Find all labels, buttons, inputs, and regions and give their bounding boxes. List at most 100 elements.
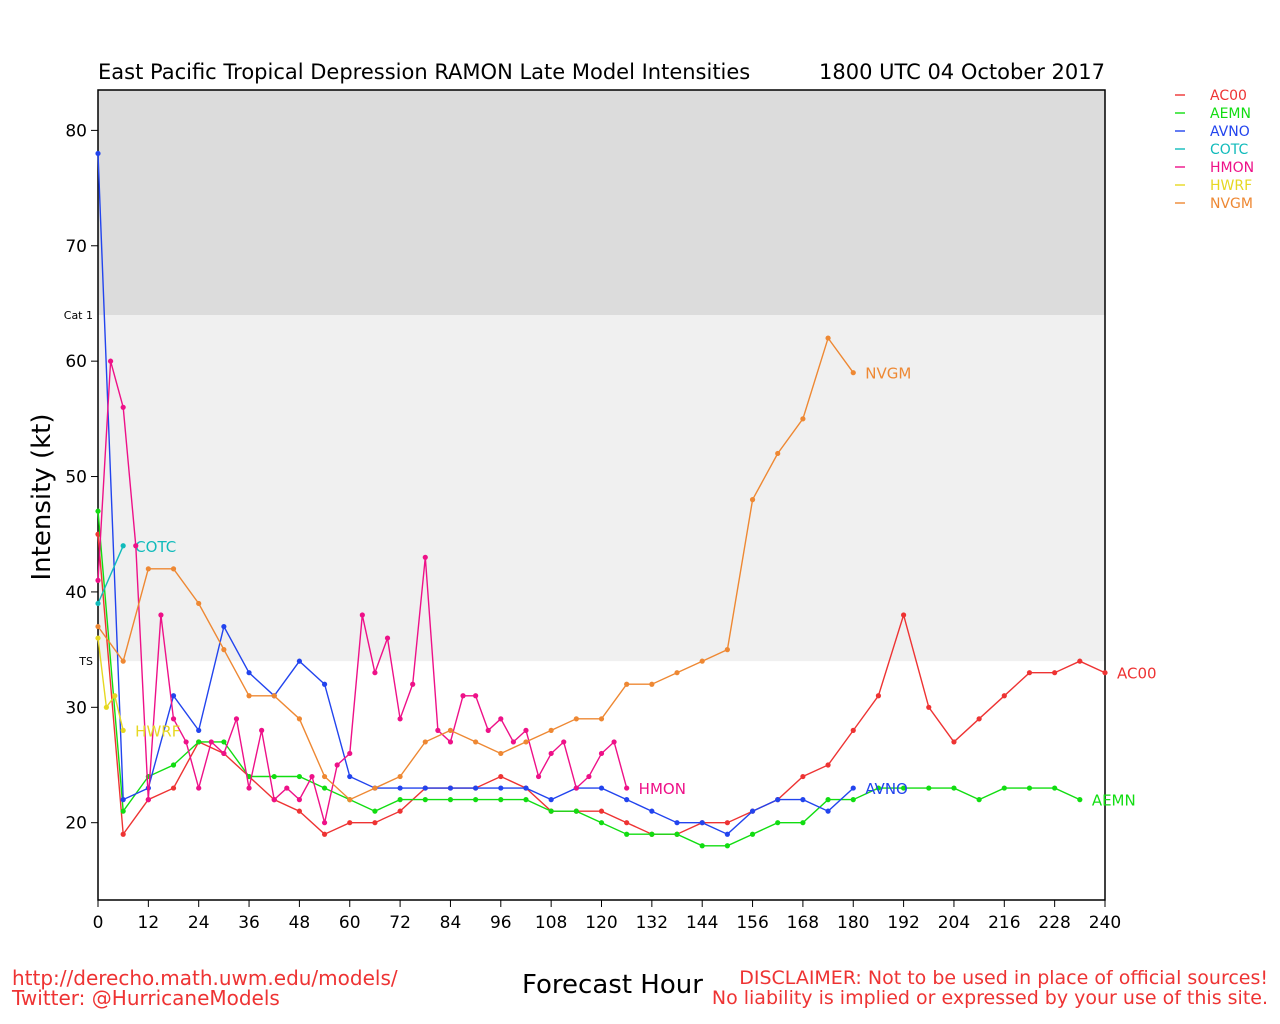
data-point xyxy=(573,785,579,791)
chart-title: East Pacific Tropical Depression RAMON L… xyxy=(98,60,750,84)
data-point xyxy=(196,727,202,733)
y-axis-label: Intensity (kt) xyxy=(27,414,57,581)
data-point xyxy=(359,612,365,618)
legend-item-aemn: AEMN xyxy=(1175,106,1251,122)
data-point xyxy=(246,670,252,676)
data-point xyxy=(208,739,214,745)
series-end-label: NVGM xyxy=(865,365,911,383)
data-point xyxy=(397,716,403,722)
data-point xyxy=(573,716,579,722)
data-point xyxy=(951,739,957,745)
data-point xyxy=(624,785,630,791)
data-point xyxy=(112,693,118,699)
disclaimer-line-1: DISCLAIMER: Not to be used in place of o… xyxy=(739,967,1268,989)
data-point xyxy=(422,739,428,745)
data-point xyxy=(1001,785,1007,791)
data-point xyxy=(422,554,428,560)
legend-label: HMON xyxy=(1210,160,1254,176)
data-point xyxy=(901,785,907,791)
data-point xyxy=(875,693,882,699)
x-tick-label: 48 xyxy=(289,913,311,933)
data-point xyxy=(498,785,504,791)
data-point xyxy=(901,612,907,618)
band-1 xyxy=(98,315,1105,662)
data-point xyxy=(1052,785,1058,791)
data-point xyxy=(561,739,567,745)
data-point xyxy=(1026,670,1033,676)
legend-label: HWRF xyxy=(1210,178,1252,194)
data-point xyxy=(548,797,554,803)
y-tick-label: 60 xyxy=(65,352,87,372)
series-end-label: AC00 xyxy=(1117,665,1157,683)
data-point xyxy=(674,670,680,676)
x-tick-label: 192 xyxy=(887,913,919,933)
data-point xyxy=(749,497,756,503)
data-point xyxy=(775,820,781,826)
x-tick-label: 84 xyxy=(440,913,462,933)
data-point xyxy=(674,820,680,826)
data-point xyxy=(473,797,479,803)
data-point xyxy=(397,808,403,814)
data-point xyxy=(196,739,202,745)
data-point xyxy=(825,797,831,803)
series-cotc: COTC xyxy=(95,538,176,607)
data-point xyxy=(498,716,504,722)
data-point xyxy=(598,716,605,722)
data-point xyxy=(435,727,441,733)
legend-item-avno: AVNO xyxy=(1175,124,1250,140)
data-point xyxy=(372,670,378,676)
data-point xyxy=(233,716,240,722)
data-point xyxy=(397,785,403,791)
data-point xyxy=(1077,658,1083,664)
data-point xyxy=(611,739,617,745)
data-point xyxy=(296,773,302,780)
data-point xyxy=(95,623,101,630)
data-point xyxy=(699,658,705,664)
data-point xyxy=(384,635,391,641)
x-tick-label: 36 xyxy=(238,913,260,933)
data-point xyxy=(598,808,605,814)
series-end-label: COTC xyxy=(135,538,176,556)
data-point xyxy=(422,797,428,803)
data-point xyxy=(624,820,630,826)
data-point xyxy=(271,797,277,803)
series-line xyxy=(97,638,124,731)
footer-url[interactable]: http://derecho.math.uwm.edu/models/ xyxy=(12,966,398,990)
x-tick-label: 120 xyxy=(585,913,617,933)
data-point xyxy=(347,773,353,780)
data-point xyxy=(850,797,856,803)
data-point xyxy=(347,797,353,803)
disclaimer-line-2: No liability is implied or expressed by … xyxy=(711,987,1268,1009)
data-point xyxy=(976,716,982,722)
data-point xyxy=(372,785,378,791)
data-point xyxy=(573,808,579,814)
data-point xyxy=(473,785,479,791)
data-point xyxy=(800,820,806,826)
data-point xyxy=(221,647,227,653)
chart-subtitle: 1800 UTC 04 October 2017 xyxy=(819,60,1105,84)
data-point xyxy=(95,577,101,583)
data-point xyxy=(309,773,315,780)
data-point xyxy=(699,820,705,826)
data-point xyxy=(724,831,730,837)
x-tick-label: 228 xyxy=(1038,913,1070,933)
data-point xyxy=(548,808,554,814)
data-point xyxy=(447,739,454,745)
band-label: Cat 1 xyxy=(64,309,93,322)
data-point xyxy=(196,600,202,607)
data-point xyxy=(473,739,479,745)
data-point xyxy=(422,785,428,791)
data-point xyxy=(926,785,932,791)
data-point xyxy=(598,750,605,757)
data-point xyxy=(749,808,756,814)
data-point xyxy=(221,623,227,630)
y-tick-label: 30 xyxy=(65,698,87,718)
data-point xyxy=(460,693,466,699)
data-point xyxy=(321,785,328,791)
data-point xyxy=(347,750,353,757)
data-point xyxy=(485,727,491,733)
data-point xyxy=(95,600,101,607)
data-point xyxy=(271,773,277,780)
legend: AC00 AEMN AVNO COTC HMON HWRF NVGM xyxy=(1175,88,1254,212)
